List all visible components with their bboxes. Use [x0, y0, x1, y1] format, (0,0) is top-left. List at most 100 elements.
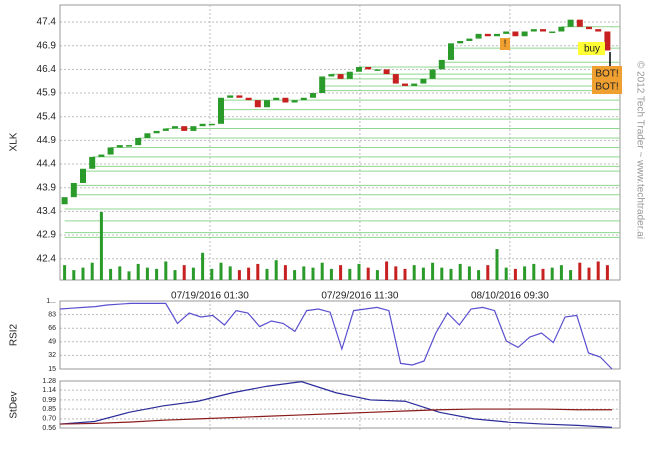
volume-bar — [596, 261, 600, 280]
volume-bar — [63, 265, 67, 280]
volume-bar — [81, 267, 85, 280]
candle — [282, 97, 289, 103]
bot-box — [592, 66, 622, 94]
volume-bar — [513, 268, 517, 280]
volume-bar — [486, 265, 490, 280]
x-tick-label: 07/19/2016 01:30 — [171, 291, 249, 302]
volume-bar — [329, 268, 333, 280]
volume-bar — [302, 266, 306, 280]
volume-bar — [109, 268, 113, 280]
candle — [61, 197, 68, 205]
y-tick-label: 1... — [46, 298, 56, 305]
candle — [328, 74, 335, 77]
volume-bar — [403, 268, 407, 280]
y-tick-label: 15 — [48, 366, 56, 373]
candle — [567, 19, 574, 27]
candle — [181, 126, 188, 131]
candle — [392, 74, 399, 84]
volume-bar — [164, 261, 168, 280]
volume-bar — [421, 267, 425, 280]
candle — [254, 100, 261, 108]
y-tick-label: 0.70 — [42, 416, 56, 423]
volume-bar — [339, 265, 343, 280]
series-line — [59, 408, 612, 425]
candle — [291, 100, 298, 103]
annotation: buy — [584, 44, 600, 55]
candle — [365, 67, 372, 70]
volume-bar — [136, 263, 140, 280]
alert-box — [500, 38, 510, 50]
x-tick-label: 07/29/2016 11:30 — [321, 291, 399, 302]
volume-bar — [265, 268, 269, 280]
volume-bar — [283, 265, 287, 280]
candle — [190, 126, 197, 131]
volume-bar — [559, 265, 563, 280]
volume-bar — [504, 267, 508, 280]
candle — [153, 130, 160, 134]
volume-bar — [311, 267, 315, 280]
volume-bar — [256, 263, 260, 280]
volume-bar — [495, 249, 499, 280]
candle — [227, 95, 234, 98]
candle — [475, 33, 482, 39]
candle — [374, 69, 381, 71]
volume-bar — [72, 270, 76, 280]
volume-bar — [440, 267, 444, 280]
y-tick-label: 32 — [48, 352, 56, 359]
candle — [300, 97, 307, 101]
volume-bar — [431, 262, 435, 280]
candle — [457, 40, 464, 44]
volume-bar — [587, 267, 591, 280]
volume-bar — [569, 270, 573, 280]
candle — [208, 123, 215, 126]
candle — [558, 26, 565, 32]
volume-bar — [477, 270, 481, 280]
volume-bar — [155, 268, 159, 280]
candle — [273, 97, 280, 101]
candle — [438, 59, 445, 70]
volume-bar — [274, 260, 278, 280]
y-tick-label: 44.4 — [37, 159, 57, 170]
annotation: BOT! — [595, 69, 618, 80]
volume-bar — [541, 268, 545, 280]
volume-bar — [605, 265, 609, 280]
candle — [448, 43, 454, 60]
candle — [337, 74, 344, 79]
y-tick-label: 46.9 — [37, 40, 57, 51]
candle — [89, 156, 96, 169]
volume-bar — [348, 268, 352, 280]
volume-bar — [385, 261, 389, 280]
y-tick-label: 0.99 — [42, 397, 56, 404]
candle — [135, 138, 142, 146]
candle — [116, 145, 123, 148]
candle — [503, 31, 510, 34]
volume-bar — [467, 266, 471, 280]
candle — [402, 83, 408, 86]
candle — [595, 29, 602, 32]
volume-bar — [237, 270, 241, 280]
y-tick-label: 49 — [48, 339, 56, 346]
volume-bar — [523, 266, 527, 280]
y-tick-label: 45.4 — [37, 111, 57, 122]
y-tick-label: 47.4 — [37, 17, 57, 28]
candle — [466, 38, 473, 41]
candle — [236, 95, 243, 98]
candle — [549, 31, 556, 34]
volume-bar — [532, 263, 536, 280]
candle — [245, 97, 252, 101]
y-tick-label: 45.9 — [37, 88, 57, 99]
volume-bar — [366, 267, 370, 280]
candle — [530, 29, 537, 32]
volume-bar — [320, 262, 324, 280]
panel-frame — [59, 4, 621, 281]
volume-bar — [293, 270, 297, 280]
candle — [218, 97, 224, 124]
buy-box — [578, 42, 605, 55]
candle — [199, 123, 206, 127]
volume-bar — [118, 266, 122, 280]
volume-bar — [99, 212, 103, 280]
y-tick-label: 1.28 — [42, 378, 56, 385]
y-tick-label: 44.9 — [37, 135, 57, 146]
volume-bar — [201, 252, 205, 280]
candle — [144, 133, 151, 139]
